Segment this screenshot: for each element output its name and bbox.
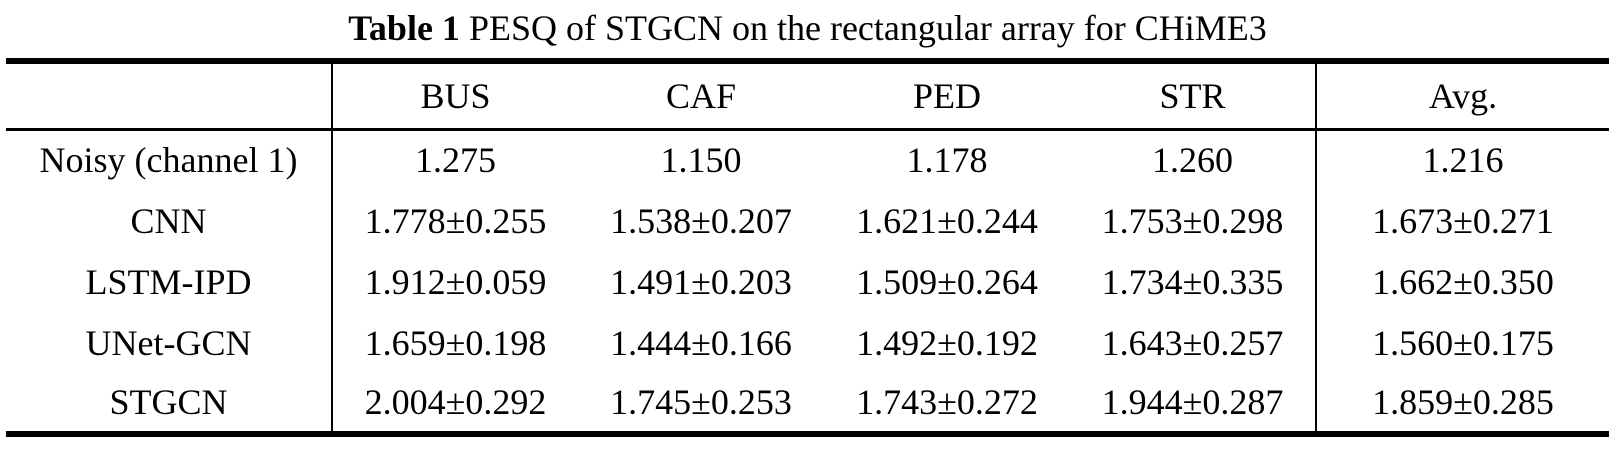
row-method: LSTM-IPD [6,251,333,312]
table-caption: Table 1 PESQ of STGCN on the rectangular… [0,8,1615,48]
cell-caf: 1.444±0.166 [610,322,792,363]
column-header-ped: PED [824,61,1070,131]
cell-caf: 1.150 [660,140,742,181]
cell-bus: 1.778±0.255 [364,200,547,241]
cell-bus: 2.004±0.292 [364,382,547,422]
cell-bus: 1.912±0.059 [364,261,547,302]
cell-ped: 1.621±0.244 [856,200,1038,241]
cell-avg: 1.216 [1422,140,1504,181]
cell-ped: 1.509±0.264 [856,261,1038,302]
row-method: UNet-GCN [6,312,333,373]
cell-avg: 1.560±0.175 [1372,322,1554,363]
cell-avg: 1.662±0.350 [1372,261,1554,302]
cell-avg: 1.859±0.285 [1372,382,1554,422]
cell-bus: 1.659±0.198 [364,322,547,363]
cell-str: 1.260 [1070,129,1317,190]
column-header-bus: BUS [332,61,578,131]
row-method: Noisy (channel 1) [6,129,333,190]
column-header-avg: Avg. [1316,61,1609,131]
caption-label: Table 1 [348,8,460,48]
table-row-unet-gcn: UNet-GCN 1.659±0.198 1.444±0.166 1.492±0… [6,312,1609,373]
row-method: STGCN [6,373,333,434]
caption-text: PESQ of STGCN on the rectangular array f… [459,8,1267,48]
cell-ped: 1.178 [906,140,988,181]
cell-str: 1.643±0.257 [1070,312,1317,373]
cell-caf: 1.538±0.207 [610,200,792,241]
cell-ped: 1.743±0.272 [856,382,1038,422]
table-row-noisy: Noisy (channel 1) 1.275 1.150 1.178 1.26… [6,129,1609,190]
cell-str: 1.944±0.287 [1070,373,1317,434]
table-row-lstm-ipd: LSTM-IPD 1.912±0.059 1.491±0.203 1.509±0… [6,251,1609,312]
column-header-caf: CAF [578,61,824,131]
row-method: CNN [6,190,333,251]
cell-str: 1.753±0.298 [1070,190,1317,251]
cell-avg: 1.673±0.271 [1372,200,1554,241]
table-row-stgcn: STGCN 2.004±0.292 1.745±0.253 1.743±0.27… [6,373,1609,434]
table-header-row: BUS CAF PED STR Avg. [6,61,1609,131]
cell-ped: 1.492±0.192 [856,322,1038,363]
column-header-method [6,61,333,131]
cell-caf: 1.745±0.253 [610,382,792,422]
cell-bus: 1.275 [415,140,496,181]
pesq-table: BUS CAF PED STR Avg. Noisy (channel 1) 1… [6,58,1609,437]
cell-str: 1.734±0.335 [1070,251,1317,312]
column-header-str: STR [1070,61,1317,131]
table-row-cnn: CNN 1.778±0.255 1.538±0.207 1.621±0.244 … [6,190,1609,251]
cell-caf: 1.491±0.203 [610,261,792,302]
